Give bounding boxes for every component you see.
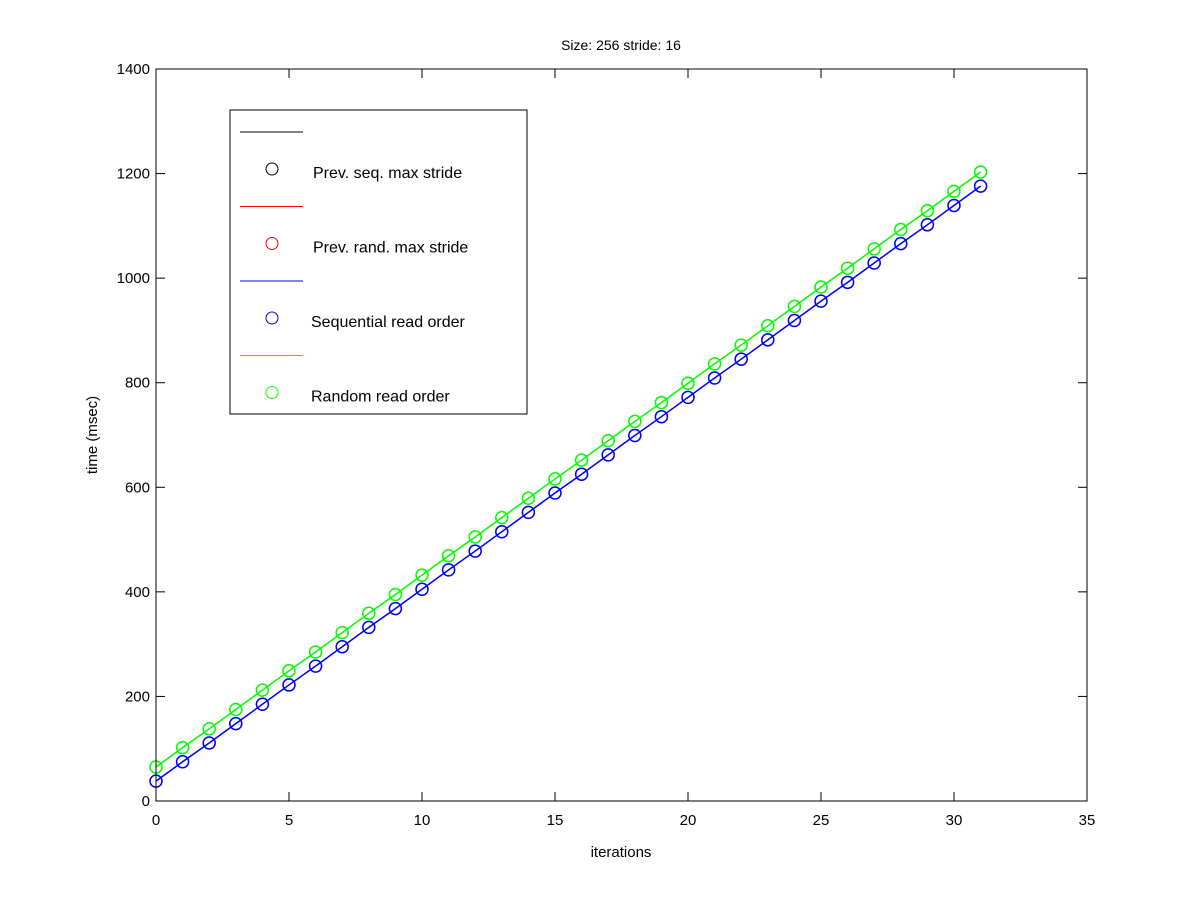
data-point — [894, 236, 908, 251]
plot-frame — [155, 68, 1088, 802]
data-point — [787, 299, 802, 314]
y-tick-label: 1200 — [117, 166, 150, 183]
data-point — [229, 716, 243, 731]
y-tick-label: 200 — [125, 688, 150, 705]
data-point — [734, 338, 748, 352]
data-point — [388, 601, 403, 616]
data-point — [574, 467, 589, 481]
data-point — [335, 640, 349, 654]
data-point — [521, 505, 536, 520]
data-point — [867, 256, 881, 270]
x-tick-label: 35 — [1079, 812, 1096, 829]
data-point — [229, 702, 243, 717]
data-point — [601, 448, 615, 462]
legend-label-2: Sequential read order — [311, 314, 466, 331]
data-point — [202, 722, 216, 736]
data-point — [495, 524, 509, 539]
legend-marker-1 — [265, 237, 279, 250]
data-point — [814, 294, 828, 308]
data-point — [601, 434, 615, 448]
data-point — [548, 472, 562, 486]
y-tick-label: 600 — [125, 479, 150, 496]
data-point — [734, 352, 748, 366]
data-point — [441, 549, 456, 563]
data-point — [255, 683, 270, 697]
data-point — [282, 678, 296, 692]
data-point — [894, 222, 908, 237]
x-tick-label: 20 — [680, 812, 697, 829]
y-tick-label: 800 — [125, 375, 150, 392]
data-point — [628, 414, 642, 429]
x-tick-label: 0 — [152, 812, 160, 829]
data-point — [415, 582, 429, 596]
legend-box — [229, 109, 528, 415]
data-point — [468, 530, 482, 544]
y-axis-label: time (msec) — [84, 396, 101, 474]
data-point — [362, 606, 376, 621]
data-point — [495, 510, 509, 525]
x-tick-label: 5 — [285, 812, 293, 829]
data-point — [814, 280, 828, 294]
y-tick-label: 1000 — [117, 270, 150, 287]
legend-label-3: Random read order — [311, 389, 450, 406]
x-tick-label: 15 — [547, 812, 564, 829]
legend-marker-0 — [265, 162, 279, 176]
data-point — [973, 165, 988, 179]
chart-title: Size: 256 stride: 16 — [561, 37, 681, 53]
data-point — [628, 428, 642, 443]
data-point — [681, 390, 695, 405]
data-point — [574, 453, 589, 467]
legend-label-0: Prev. seq. max stride — [313, 165, 462, 182]
data-point — [787, 313, 802, 328]
data-point — [415, 568, 429, 582]
data-point — [441, 563, 456, 577]
data-point — [255, 697, 270, 712]
data-point — [654, 409, 669, 424]
data-point — [761, 318, 775, 333]
x-axis-label: iterations — [591, 844, 652, 861]
data-point — [867, 242, 881, 256]
data-point — [521, 491, 536, 506]
data-point — [388, 587, 403, 602]
data-point — [947, 184, 961, 199]
x-tick-label: 10 — [414, 812, 431, 829]
data-point — [947, 198, 961, 213]
x-tick-label: 25 — [813, 812, 830, 829]
y-tick-label: 0 — [142, 793, 150, 810]
data-point — [282, 664, 296, 678]
data-point — [707, 357, 722, 371]
y-tick-label: 1400 — [117, 61, 150, 78]
data-point — [308, 645, 323, 659]
data-point — [335, 625, 349, 640]
data-point — [920, 218, 935, 232]
data-point — [202, 736, 216, 750]
data-point — [840, 261, 855, 275]
legend-marker-3 — [265, 386, 279, 399]
data-point — [920, 203, 935, 218]
data-point — [468, 544, 482, 558]
data-point — [175, 755, 190, 769]
data-point — [840, 275, 855, 290]
data-point — [308, 659, 323, 673]
data-point — [707, 371, 722, 385]
legend-label-1: Prev. rand. max stride — [313, 240, 468, 257]
legend: Prev. seq. max stride Prev. rand. max str… — [229, 109, 528, 415]
legend-marker-2 — [265, 311, 279, 325]
data-point — [548, 486, 562, 500]
data-point — [681, 376, 695, 390]
data-point — [973, 179, 988, 193]
data-point — [175, 740, 190, 755]
data-point — [654, 395, 669, 410]
data-point — [362, 620, 376, 635]
data-point — [761, 333, 775, 347]
y-tick-label: 400 — [125, 584, 150, 601]
x-tick-label: 30 — [946, 812, 963, 829]
